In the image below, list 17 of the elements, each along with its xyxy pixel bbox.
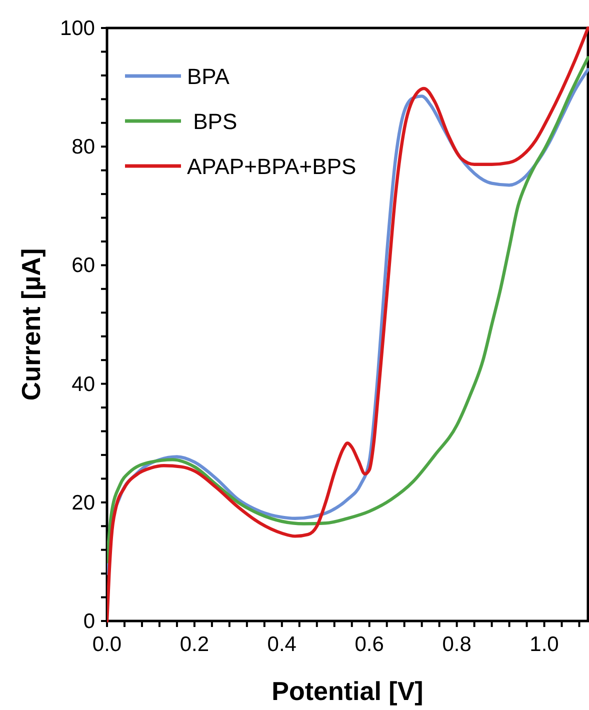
y-tick-label: 40 [72,372,95,396]
legend-label: BPA [187,64,230,89]
y-tick-label: 20 [72,491,95,514]
x-tick-label: 0.2 [180,633,210,656]
legend-label: APAP+BPA+BPS [187,154,356,179]
x-tick-label: 0.8 [442,633,472,656]
y-tick-label: 60 [72,254,95,278]
x-axis-title: Potential [V] [272,676,424,706]
x-tick-label: 0.6 [354,633,384,656]
legend-label: BPS [187,109,238,134]
y-tick-label: 0 [83,610,95,633]
y-axis-title: Current [µA] [16,248,46,401]
x-tick-label: 1.0 [530,633,559,656]
y-tick-label: 80 [72,136,95,159]
y-tick-label: 100 [60,17,95,40]
x-tick-label: 0.0 [92,633,122,656]
x-tick-label: 0.4 [267,633,297,656]
